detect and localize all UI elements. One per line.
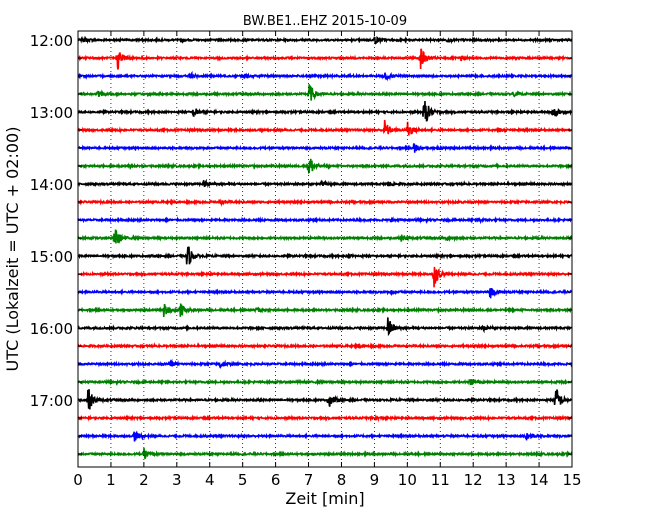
x-tick-label: 12 <box>464 471 483 489</box>
trace-row-15:45 <box>77 303 573 318</box>
x-tick-label: 8 <box>337 471 347 489</box>
x-tick-label: 3 <box>172 471 182 489</box>
trace-row-17:15 <box>77 414 573 423</box>
trace-group <box>77 35 573 459</box>
trace-row-15:30 <box>77 287 573 299</box>
y-tick-label: 14:00 <box>30 176 73 194</box>
trace-row-13:45 <box>77 158 573 175</box>
trace-row-12:00 <box>77 35 573 45</box>
trace-row-16:15 <box>77 342 573 350</box>
x-tick-label: 14 <box>530 471 549 489</box>
trace-row-14:45 <box>77 229 573 245</box>
plot-frame <box>77 30 573 468</box>
trace-row-17:45 <box>77 447 573 459</box>
grid-lines <box>110 31 540 467</box>
chart-title: BW.BE1..EHZ 2015-10-09 <box>243 14 407 29</box>
x-axis: 0 1 2 3 4 5 6 7 8 9 10 11 12 13 14 15 <box>73 31 582 489</box>
x-tick-label: 15 <box>562 471 581 489</box>
trace-row-15:15 <box>77 266 573 288</box>
x-axis-label: Zeit [min] <box>285 489 364 508</box>
x-tick-label: 1 <box>106 471 116 489</box>
x-tick-label: 0 <box>73 471 83 489</box>
trace-row-14:30 <box>77 216 573 225</box>
trace-row-17:30 <box>77 430 573 442</box>
y-tick-label: 12:00 <box>30 32 73 50</box>
trace-row-16:45 <box>77 378 573 386</box>
y-axis-label: UTC (Lokalzeit = UTC + 02:00) <box>3 127 22 372</box>
y-tick-label: 16:00 <box>30 320 73 338</box>
x-tick-label: 9 <box>370 471 380 489</box>
trace-row-12:30 <box>77 70 573 82</box>
x-tick-label: 10 <box>398 471 417 489</box>
x-tick-label: 5 <box>238 471 248 489</box>
y-tick-label: 15:00 <box>30 248 73 266</box>
x-tick-label: 4 <box>205 471 215 489</box>
trace-row-14:15 <box>77 198 573 207</box>
y-tick-label: 13:00 <box>30 104 73 122</box>
trace-row-12:45 <box>77 84 573 101</box>
y-tick-label: 17:00 <box>30 392 73 410</box>
trace-row-16:30 <box>77 358 573 369</box>
trace-row-13:15 <box>77 119 572 136</box>
trace-row-15:00 <box>77 246 573 265</box>
trace-row-12:15 <box>77 48 573 70</box>
x-tick-label: 13 <box>497 471 516 489</box>
x-tick-label: 2 <box>139 471 149 489</box>
y-axis: 12:00 13:00 14:00 15:00 16:00 17:00 <box>30 32 572 455</box>
x-tick-label: 6 <box>271 471 281 489</box>
x-tick-label: 11 <box>431 471 450 489</box>
trace-row-13:30 <box>77 142 573 153</box>
trace-row-14:00 <box>77 178 572 189</box>
trace-row-16:00 <box>77 317 572 337</box>
trace-row-17:00 <box>77 389 573 410</box>
x-tick-label: 7 <box>304 471 314 489</box>
trace-row-13:00 <box>77 100 573 122</box>
